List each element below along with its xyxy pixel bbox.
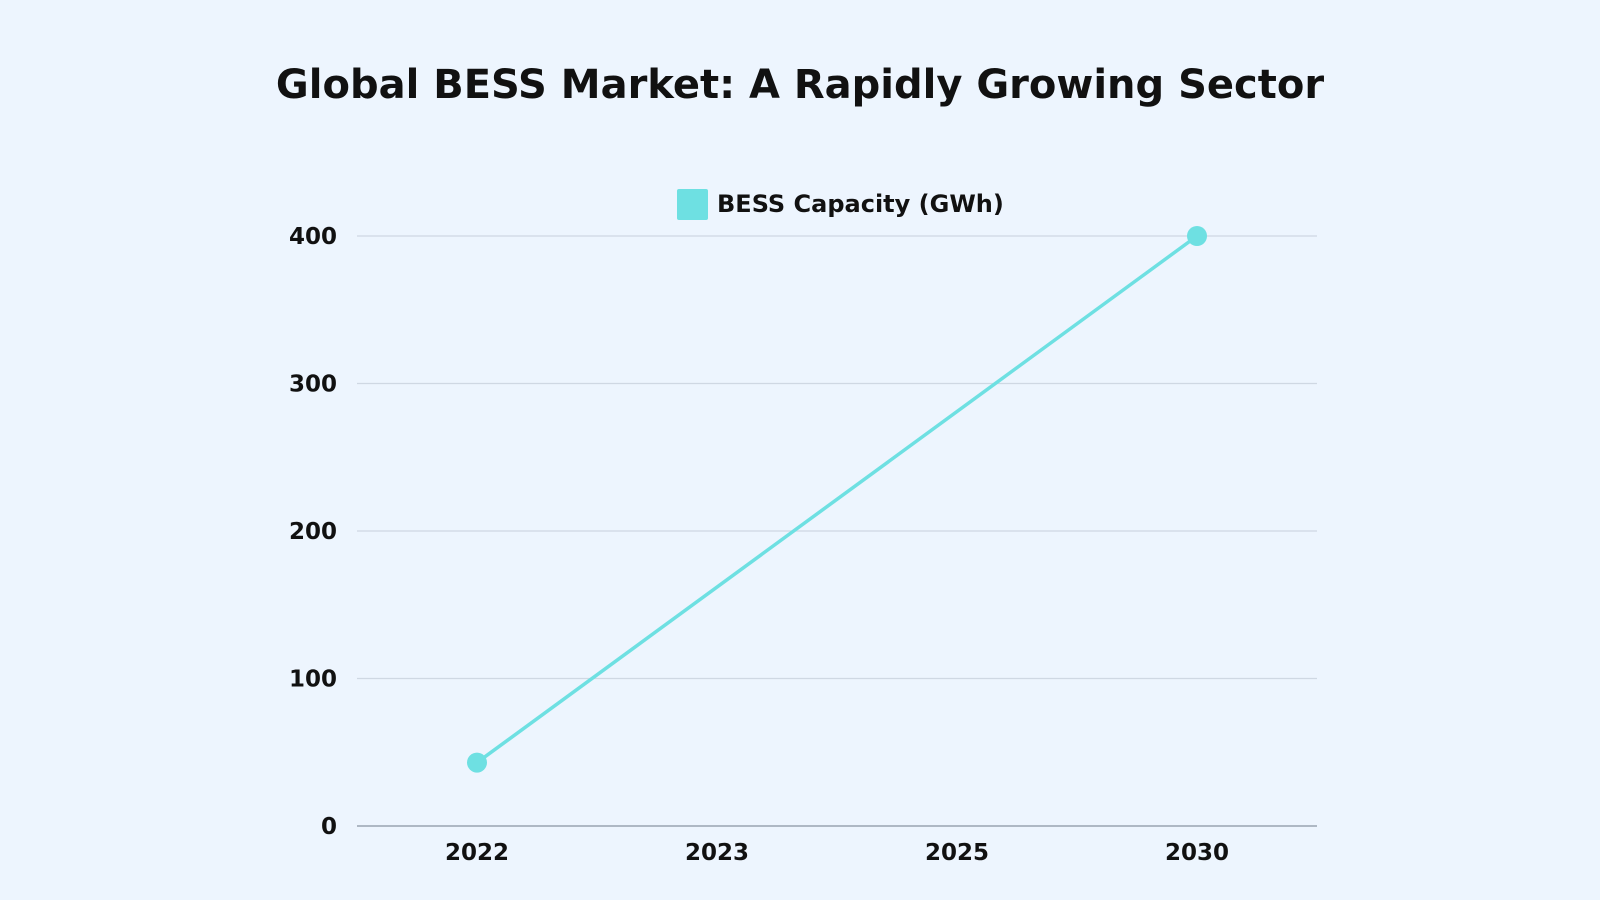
series-line (475, 234, 1199, 765)
legend: BESS Capacity (GWh) (677, 188, 1004, 220)
y-tick-label: 300 (289, 372, 337, 398)
x-tick-label: 2022 (445, 840, 509, 866)
y-tick-label: 200 (289, 519, 337, 545)
x-tick-label: 2025 (925, 840, 989, 866)
legend-label: BESS Capacity (GWh) (717, 190, 1004, 218)
chart-title: Global BESS Market: A Rapidly Growing Se… (275, 62, 1325, 108)
legend-swatch (677, 188, 708, 220)
y-tick-label: 400 (289, 224, 337, 250)
data-point (467, 752, 487, 773)
data-point (1187, 226, 1207, 246)
y-tick-label: 100 (289, 667, 337, 693)
x-tick-label: 2023 (685, 840, 749, 866)
y-tick-label: 0 (321, 814, 337, 840)
x-tick-label: 2030 (1165, 840, 1229, 866)
